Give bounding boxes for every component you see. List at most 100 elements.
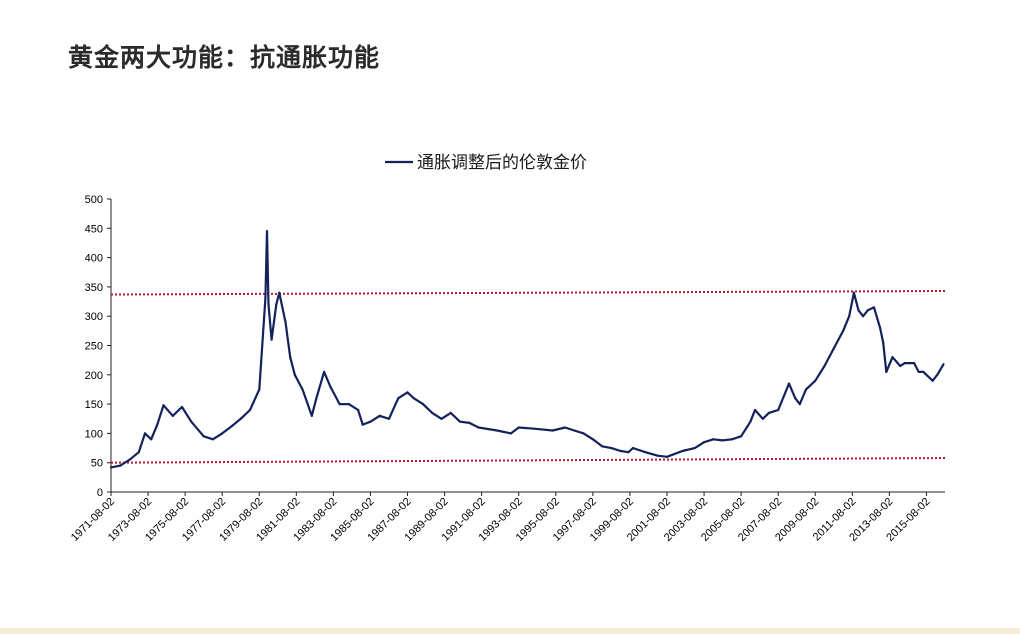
data-point — [477, 426, 480, 429]
data-point — [284, 320, 287, 324]
data-point — [270, 338, 273, 341]
data-point — [496, 429, 499, 432]
data-point — [631, 446, 635, 450]
data-point — [264, 297, 267, 300]
data-point — [119, 464, 122, 467]
data-point — [347, 403, 350, 406]
data-point — [323, 370, 326, 373]
data-point — [289, 356, 292, 359]
data-point — [387, 417, 391, 420]
data-point — [180, 405, 184, 409]
data-point — [265, 230, 269, 233]
data-point — [397, 397, 400, 400]
page-title: 黄金两大功能：抗通胀功能 — [68, 43, 381, 72]
data-point — [248, 408, 252, 412]
y-tick-label: 200 — [85, 370, 103, 382]
data-point — [913, 361, 916, 365]
data-point — [369, 420, 372, 423]
y-tick-label: 500 — [85, 194, 103, 206]
data-point — [361, 423, 364, 426]
data-point — [468, 421, 471, 424]
data-point — [804, 388, 808, 391]
data-point — [412, 397, 415, 400]
y-tick-label: 400 — [85, 253, 103, 265]
data-point — [753, 408, 757, 412]
data-point — [922, 370, 925, 373]
data-point — [109, 466, 113, 469]
data-point — [787, 382, 791, 385]
data-point — [862, 315, 865, 318]
data-point — [917, 370, 920, 373]
data-point — [190, 420, 193, 423]
data-point — [866, 309, 869, 312]
data-point — [841, 329, 845, 332]
data-point — [301, 388, 304, 391]
bottom-band — [0, 628, 1020, 634]
data-point — [230, 425, 233, 428]
data-point — [879, 326, 882, 330]
data-point — [551, 429, 554, 432]
data-point — [156, 423, 159, 426]
data-point — [137, 451, 140, 454]
data-point — [582, 432, 585, 435]
y-tick-label: 50 — [91, 458, 103, 470]
data-point — [767, 411, 771, 414]
upper-reference-line — [110, 290, 946, 296]
data-point — [712, 438, 715, 441]
data-point — [278, 291, 281, 294]
data-point — [823, 364, 826, 368]
data-point — [421, 403, 425, 406]
data-point — [601, 445, 604, 448]
data-point — [143, 432, 147, 435]
y-tick-label: 0 — [97, 487, 103, 499]
data-point — [202, 435, 205, 438]
y-tick-label: 100 — [85, 428, 103, 440]
data-point — [310, 414, 313, 417]
data-point — [656, 454, 659, 457]
data-point — [749, 420, 752, 423]
data-point — [899, 364, 902, 368]
data-point — [517, 426, 520, 429]
y-tick-label: 350 — [85, 282, 103, 294]
data-point — [357, 408, 360, 412]
data-point — [848, 315, 851, 318]
data-point — [509, 432, 513, 435]
data-point — [406, 391, 409, 394]
data-point — [610, 446, 613, 450]
data-point — [942, 363, 945, 366]
data-point — [852, 291, 855, 294]
data-point — [293, 373, 296, 376]
data-point — [931, 379, 934, 382]
y-tick-label: 300 — [85, 311, 103, 323]
data-point — [458, 420, 462, 423]
data-point — [619, 449, 622, 453]
y-tick-label: 150 — [85, 399, 103, 411]
data-point — [329, 385, 332, 388]
data-point — [798, 403, 801, 406]
data-point — [440, 417, 443, 420]
data-point — [150, 438, 153, 441]
data-point — [627, 451, 630, 454]
data-point — [702, 441, 706, 444]
data-point — [221, 432, 224, 435]
data-point — [693, 446, 696, 450]
data-point — [761, 417, 764, 420]
data-point — [665, 455, 669, 458]
data-point — [644, 451, 647, 454]
y-tick-label: 250 — [85, 341, 103, 353]
data-point — [267, 303, 270, 306]
data-point — [891, 356, 894, 359]
data-point — [794, 397, 797, 400]
data-point — [681, 449, 684, 453]
data-point — [563, 426, 567, 429]
data-point — [721, 439, 724, 442]
data-point — [239, 417, 242, 420]
data-point — [591, 438, 594, 441]
data-point — [730, 438, 733, 441]
data-point — [814, 379, 817, 382]
data-point — [315, 397, 318, 400]
data-point — [338, 403, 341, 406]
data-point — [275, 303, 278, 306]
series-line — [110, 230, 945, 469]
